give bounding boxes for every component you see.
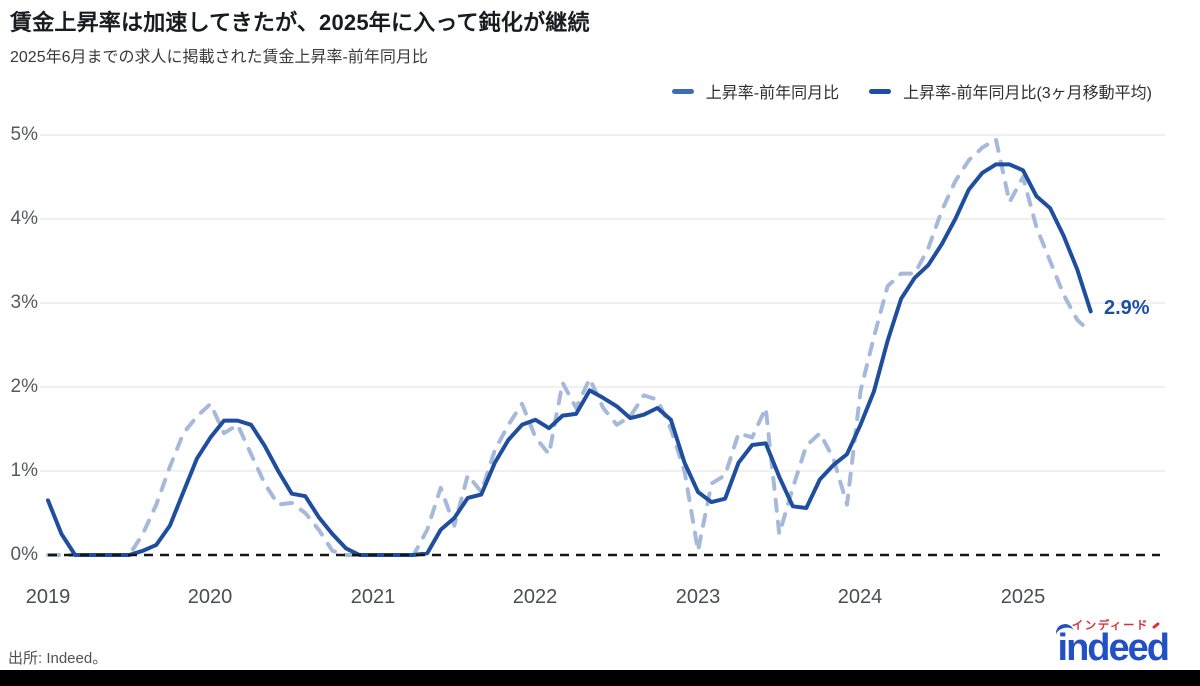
chart-subtitle: 2025年6月までの求人に掲載された賃金上昇率-前年同月比 [10,49,428,66]
legend-item-moving-average: 上昇率-前年同月比(3ヶ月移動平均) [869,79,1152,103]
legend-item-monthly: 上昇率-前年同月比 [671,79,840,103]
legend: 上昇率-前年同月比 上昇率-前年同月比(3ヶ月移動平均) [671,79,1152,103]
indeed-logo-wordmark: indeed [1053,622,1170,667]
y-tick-5: 5% [10,124,38,145]
indeed-logo-katakana-row: インディード [1058,616,1168,632]
y-tick-1: 1% [10,460,38,481]
indeed-logo-text: indeed [1057,627,1170,669]
x-tick-2023: 2023 [675,586,721,608]
legend-label-moving-average: 上昇率-前年同月比(3ヶ月移動平均) [903,85,1152,102]
indeed-logo: インディード indeed [1053,616,1170,667]
x-tick-2020: 2020 [187,586,233,608]
y-tick-2: 2% [10,376,38,397]
chart-title: 賃金上昇率は加速してきたが、2025年に入って鈍化が継続 [10,10,590,35]
bottom-black-bar [0,670,1200,686]
y-tick-4: 4% [10,208,38,229]
legend-marker-moving-average-icon [869,88,892,94]
x-tick-2024: 2024 [837,586,883,608]
series-line-moving-average [46,162,1093,557]
legend-marker-monthly-icon [671,88,694,94]
indeed-logo-katakana: インディード [1071,620,1149,632]
gridlines [40,134,1165,472]
x-tick-2022: 2022 [512,586,558,608]
y-tick-3: 3% [10,292,38,313]
latest-value-annotation: 2.9% [1104,297,1150,319]
series-line-monthly [46,137,1093,557]
legend-label-monthly: 上昇率-前年同月比 [705,85,840,102]
series-layer [46,137,1093,557]
y-tick-0: 0% [10,544,38,565]
x-tick-2021: 2021 [350,586,396,608]
x-tick-2019: 2019 [25,586,71,608]
x-tick-2025: 2025 [1000,586,1046,608]
source-note: 出所: Indeed。 [8,650,108,667]
